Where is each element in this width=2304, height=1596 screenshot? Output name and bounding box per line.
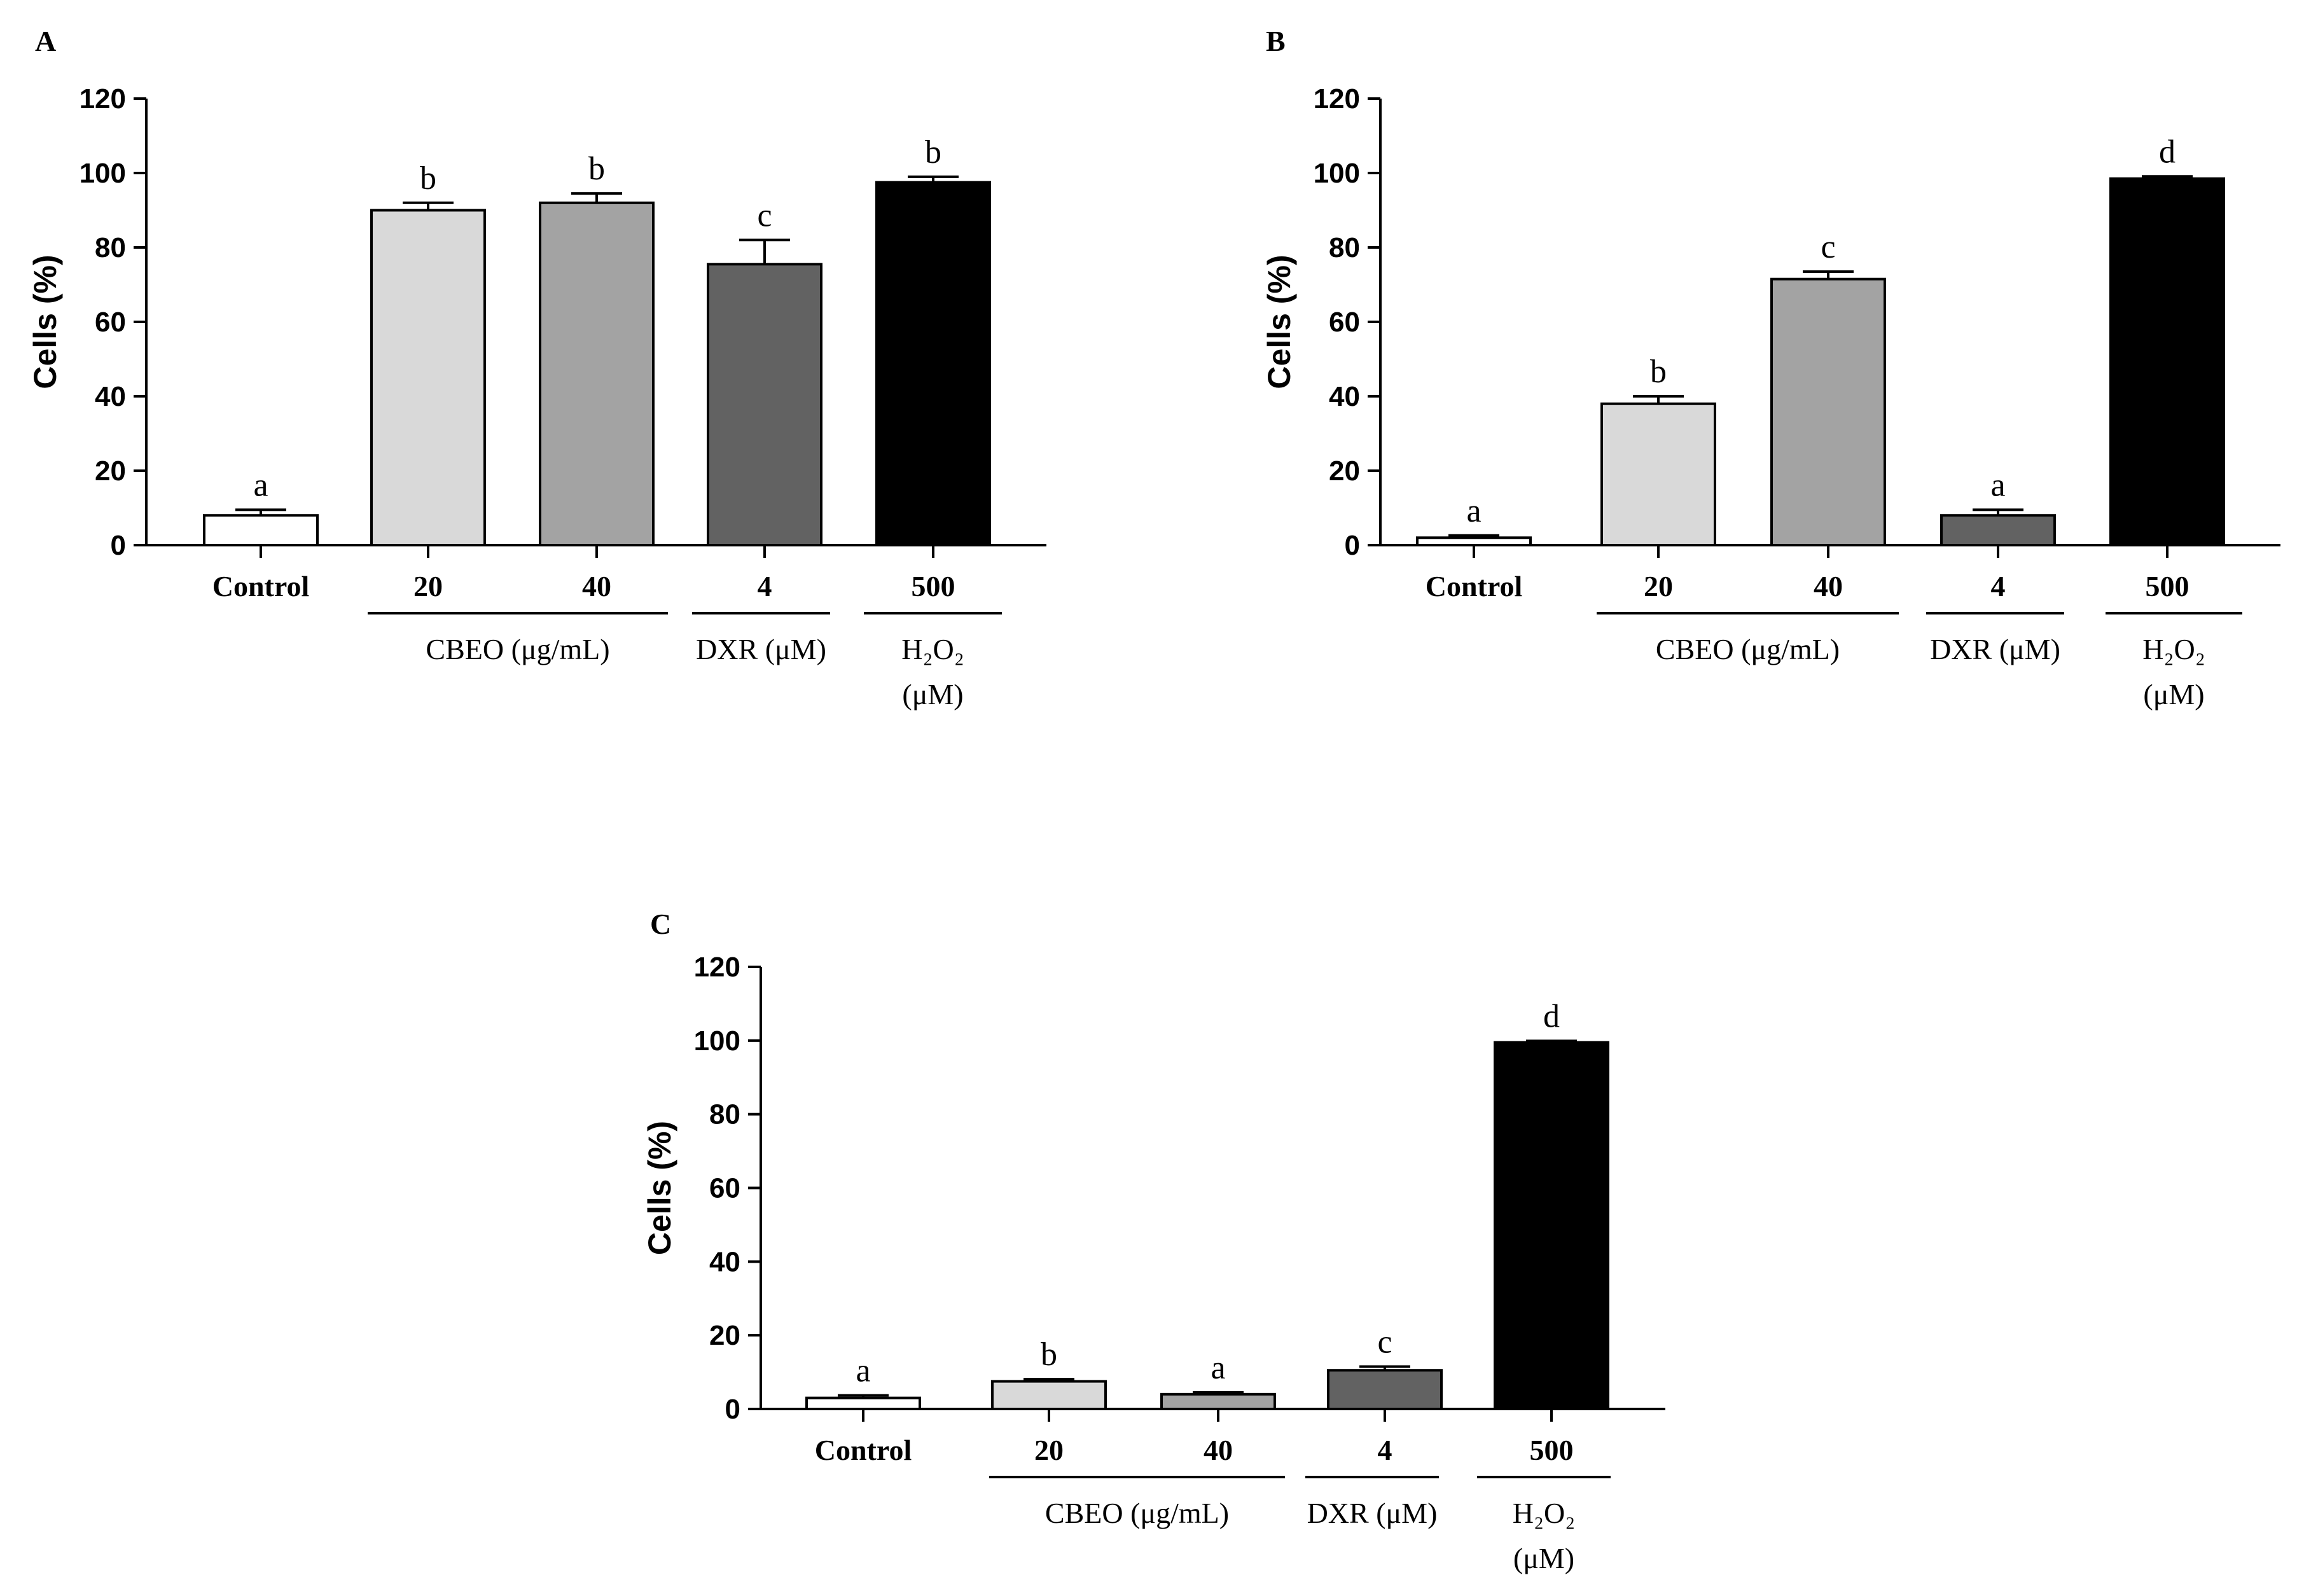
- panel-letter: C: [650, 908, 671, 940]
- x-tick-label: Control: [1426, 570, 1523, 602]
- bar: [1940, 514, 2056, 547]
- x-tick-label: Control: [815, 1434, 912, 1466]
- significance-label: a: [253, 467, 268, 503]
- significance-label: d: [2159, 134, 2176, 170]
- bar: [370, 209, 486, 546]
- panel-a: A 0 20 40 60 80 100 120 Cells (%) a Control b 20 b 40 c…: [27, 25, 1046, 711]
- y-tick-label: 40: [1329, 381, 1360, 412]
- x-tick-label: 500: [2146, 570, 2189, 602]
- y-axis-title: Cells (%): [642, 1121, 677, 1255]
- y-tick-label: 40: [95, 381, 126, 412]
- group-label: H₂O₂: [1513, 1497, 1576, 1529]
- y-tick-label: 120: [1314, 83, 1360, 114]
- group-label: DXR (μM): [696, 633, 826, 665]
- group-label: CBEO (μg/mL): [426, 633, 609, 665]
- y-tick-label: 120: [694, 952, 740, 983]
- y-tick-label: 60: [709, 1173, 740, 1204]
- y-axis-title: Cells (%): [27, 254, 63, 389]
- significance-label: b: [420, 160, 436, 197]
- significance-label: c: [1377, 1324, 1392, 1360]
- y-tick-label: 60: [95, 307, 126, 338]
- significance-label: d: [1543, 998, 1560, 1034]
- y-tick-label: 0: [111, 530, 126, 561]
- y-tick-label: 20: [709, 1320, 740, 1351]
- y-tick-label: 100: [694, 1025, 740, 1057]
- panel-b: B 0 20 40 60 80 100 120 Cells (%) a Control b 20 c 40 a…: [1261, 25, 2280, 711]
- group-label-unit: (μM): [2143, 678, 2204, 711]
- significance-label: c: [757, 197, 772, 233]
- group-label: H₂O₂: [2142, 633, 2205, 665]
- y-tick-label: 0: [1345, 530, 1360, 561]
- bar: [1327, 1369, 1443, 1410]
- x-tick-label: 500: [912, 570, 955, 602]
- bar: [875, 181, 991, 546]
- y-tick-label: 80: [1329, 232, 1360, 263]
- significance-label: c: [1821, 229, 1835, 265]
- significance-label: a: [1990, 467, 2005, 503]
- bar: [203, 514, 319, 547]
- group-label-unit: (μM): [902, 678, 963, 711]
- y-tick-label: 0: [725, 1394, 740, 1425]
- x-tick-label: 500: [1530, 1434, 1574, 1466]
- bar: [707, 263, 822, 546]
- y-tick-label: 80: [95, 232, 126, 263]
- bar: [1600, 402, 1716, 547]
- significance-label: a: [1466, 493, 1481, 529]
- y-tick-label: 40: [709, 1246, 740, 1277]
- significance-label: a: [856, 1353, 870, 1389]
- group-label: CBEO (μg/mL): [1656, 633, 1840, 665]
- bar: [1770, 277, 1886, 546]
- x-tick-label: 40: [582, 570, 611, 602]
- significance-label: a: [1211, 1350, 1225, 1386]
- group-label: DXR (μM): [1930, 633, 2060, 665]
- bar: [539, 201, 655, 546]
- bar: [991, 1380, 1107, 1410]
- x-tick-label: Control: [212, 570, 310, 602]
- bar: [2109, 177, 2225, 546]
- significance-label: b: [1041, 1336, 1057, 1373]
- group-label: CBEO (μg/mL): [1045, 1497, 1229, 1529]
- group-label-unit: (μM): [1513, 1542, 1574, 1574]
- y-tick-label: 80: [709, 1099, 740, 1130]
- bar: [1160, 1392, 1276, 1410]
- y-tick-label: 100: [80, 158, 126, 189]
- x-tick-label: 20: [1034, 1434, 1064, 1466]
- x-tick-label: 20: [413, 570, 443, 602]
- significance-label: b: [1650, 354, 1667, 390]
- panel-c: C 0 20 40 60 80 100 120 Cells (%) a Control b 20 a 40 c…: [642, 908, 1665, 1574]
- y-tick-label: 120: [80, 83, 126, 114]
- significance-label: b: [588, 151, 605, 187]
- bar: [805, 1396, 921, 1410]
- panel-letter: B: [1266, 25, 1286, 57]
- bar: [1494, 1041, 1609, 1410]
- x-tick-label: 4: [758, 570, 772, 602]
- x-tick-label: 40: [1204, 1434, 1233, 1466]
- y-tick-label: 100: [1314, 158, 1360, 189]
- y-tick-label: 20: [95, 455, 126, 487]
- panel-letter: A: [35, 25, 56, 57]
- y-tick-label: 60: [1329, 307, 1360, 338]
- x-tick-label: 4: [1991, 570, 2006, 602]
- y-axis-title: Cells (%): [1261, 254, 1297, 389]
- y-tick-label: 20: [1329, 455, 1360, 487]
- x-tick-label: 20: [1644, 570, 1673, 602]
- group-label: H₂O₂: [901, 633, 964, 665]
- bar: [1416, 536, 1532, 546]
- x-tick-label: 40: [1814, 570, 1843, 602]
- group-label: DXR (μM): [1307, 1497, 1438, 1529]
- significance-label: b: [925, 134, 941, 170]
- x-tick-label: 4: [1378, 1434, 1392, 1466]
